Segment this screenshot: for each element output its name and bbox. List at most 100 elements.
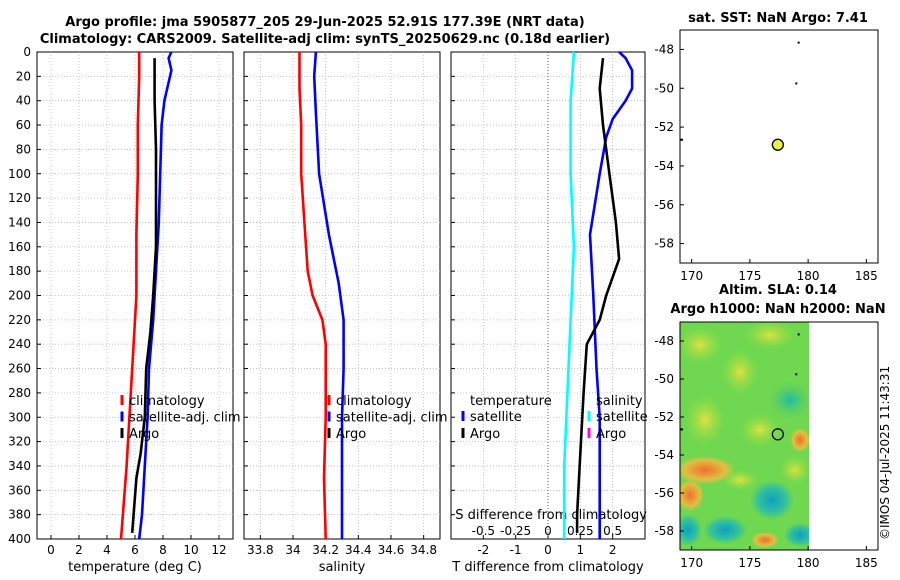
- map_sst-ytick-label: -56: [654, 198, 674, 212]
- map-sla-title-line-1: Altim. SLA: 0.14: [719, 283, 837, 298]
- salinity-xtick-label: 34: [285, 543, 300, 557]
- chart-title-line-1: Argo profile: jma 5905877_205 29-Jun-202…: [65, 15, 585, 30]
- map_sst-argo-marker: [771, 138, 784, 151]
- salinity-xtick-label: 34.2: [312, 543, 339, 557]
- map_sla-xtick-label: 175: [738, 556, 761, 570]
- difference-legend-sal-header: salinity: [596, 394, 643, 409]
- map_sst-ytick-label: -54: [654, 159, 674, 173]
- temperature-xtick-label: 2: [75, 543, 83, 557]
- map_sst-ytick-label: -50: [654, 81, 674, 95]
- difference-xtick-label: 2: [609, 543, 617, 557]
- map_sla-xtick-label: 180: [797, 556, 820, 570]
- difference-s-tick-label: 0.25: [567, 524, 594, 538]
- temperature-ytick-label: 260: [8, 362, 31, 376]
- salinity-series-climatology: [298, 52, 328, 540]
- difference-series-satellite-s: [588, 51, 634, 539]
- temperature-ytick-label: 120: [8, 191, 31, 205]
- map_sst-island-speck: [795, 82, 798, 85]
- map_sla-island-speck: [680, 428, 683, 431]
- map_sst-axes-frame: [679, 29, 879, 264]
- difference-legend-label: Argo: [596, 427, 626, 442]
- map_sla-ytick-label: -48: [654, 334, 674, 348]
- map-sla-title-line-2: Argo h1000: NaN h2000: NaN: [670, 302, 885, 317]
- map_sst-xtick-label: 180: [797, 269, 820, 283]
- temperature-ytick-label: 200: [8, 289, 31, 303]
- temperature-legend-label: climatology: [129, 394, 205, 409]
- temperature-series-argo: [130, 58, 158, 533]
- difference-xtick-label: -2: [477, 543, 489, 557]
- difference-legend-label: Argo: [470, 427, 500, 442]
- map_sla-ytick-label: -52: [654, 410, 674, 424]
- map_sla-ytick-label: -56: [654, 486, 674, 500]
- salinity-xtick-label: 34.6: [378, 543, 405, 557]
- temperature-ytick-label: 40: [16, 94, 31, 108]
- map_sst-ytick-label: -58: [654, 237, 674, 251]
- difference-legend-label: satellite: [470, 410, 522, 425]
- salinity-xlabel: salinity: [319, 560, 366, 575]
- temperature-ytick-label: 180: [8, 264, 31, 278]
- map_sla-ytick-label: -50: [654, 372, 674, 386]
- salinity-series-satellite-adj-clim: [312, 51, 345, 539]
- map_sla-axes-frame: [679, 321, 879, 551]
- temperature-ytick-label: 140: [8, 215, 31, 229]
- map_sla-xtick-label: 185: [855, 556, 878, 570]
- salinity-legend-label: satellite-adj. clim: [336, 411, 448, 426]
- temperature-ytick-label: 220: [8, 313, 31, 327]
- temperature-xtick-label: 8: [159, 543, 167, 557]
- difference-xtick-label: 0: [544, 543, 552, 557]
- salinity-legend-label: climatology: [336, 394, 412, 409]
- temperature-xtick-label: 0: [47, 543, 55, 557]
- sla-heatmap: [680, 322, 809, 550]
- temperature-ytick-label: 280: [8, 386, 31, 400]
- temperature-series-satellite-adj-clim: [137, 51, 173, 540]
- temperature-xtick-label: 12: [211, 543, 226, 557]
- temperature-ytick-label: 340: [8, 459, 31, 473]
- map_sst-xtick-label: 185: [855, 269, 878, 283]
- imos-credit: ©IMOS 04-Jul-2025 11:43:31: [878, 365, 892, 540]
- temperature-ytick-label: 380: [8, 508, 31, 522]
- difference-s-tick-label: 0: [544, 524, 552, 538]
- chart-title-line-2: Climatology: CARS2009. Satellite-adj cli…: [39, 32, 611, 47]
- temperature-ytick-label: 400: [8, 532, 31, 546]
- map_sla-island-speck: [795, 373, 798, 376]
- temperature-series-climatology: [119, 52, 141, 540]
- temperature-legend-label: satellite-adj. clim: [129, 411, 241, 426]
- temperature-ytick-label: 20: [16, 69, 31, 83]
- temperature-ytick-label: 100: [8, 167, 31, 181]
- temperature-ytick-label: 320: [8, 435, 31, 449]
- difference-legend-label: satellite: [596, 410, 648, 425]
- map_sst-xtick-label: 175: [738, 269, 761, 283]
- difference-series-satellite-t: [562, 51, 576, 539]
- map_sla-argo-marker: [771, 428, 784, 441]
- difference-s-tick-label: 0.5: [603, 524, 622, 538]
- map_sla-ytick-label: -54: [654, 448, 674, 462]
- map_sla-island-speck: [797, 333, 800, 336]
- difference-xtick-label: -1: [510, 543, 522, 557]
- difference-s-tick-label: -0.25: [500, 524, 531, 538]
- difference-xlabel: T difference from climatology: [451, 560, 644, 575]
- temperature-xtick-label: 4: [103, 543, 111, 557]
- temperature-xlabel: temperature (deg C): [68, 560, 202, 575]
- map_sst-ytick-label: -52: [654, 120, 674, 134]
- temperature-ytick-label: 360: [8, 483, 31, 497]
- difference-xtick-label: 1: [577, 543, 585, 557]
- temperature-ytick-label: 300: [8, 410, 31, 424]
- salinity-xtick-label: 33.8: [247, 543, 274, 557]
- difference-series-argo-t: [575, 57, 621, 533]
- map_sst-ytick-label: -48: [654, 42, 674, 56]
- map_sst-island-speck: [797, 41, 800, 44]
- temperature-xtick-label: 10: [183, 543, 198, 557]
- difference-legend-temp-header: temperature: [470, 394, 552, 409]
- temperature-ytick-label: 60: [16, 118, 31, 132]
- temperature-ytick-label: 160: [8, 240, 31, 254]
- salinity-legend-label: Argo: [336, 427, 366, 442]
- map_sla-xtick-label: 170: [680, 556, 703, 570]
- temperature-ytick-label: 240: [8, 337, 31, 351]
- map-sst-title: sat. SST: NaN Argo: 7.41: [688, 11, 868, 26]
- map_sla-ytick-label: -58: [654, 524, 674, 538]
- salinity-xtick-label: 34.8: [410, 543, 437, 557]
- difference-xlabel-top: S difference from climatology: [455, 508, 647, 523]
- temperature-legend-label: Argo: [129, 427, 159, 442]
- temperature-ytick-label: 80: [16, 142, 31, 156]
